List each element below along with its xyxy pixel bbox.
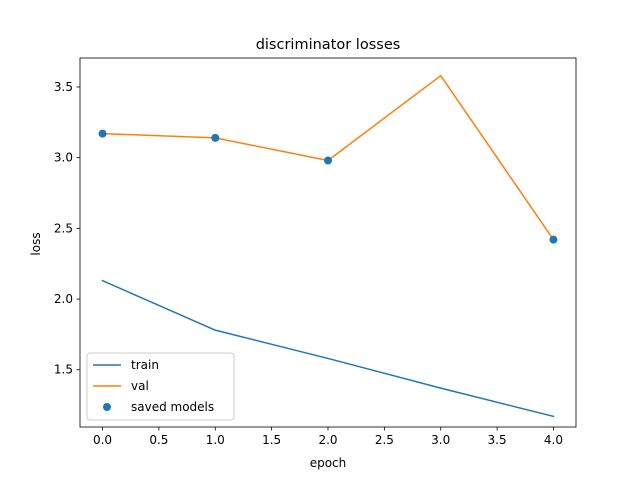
y-tick-label-4: 3.5 bbox=[54, 80, 73, 94]
y-tick-label-0: 1.5 bbox=[54, 363, 73, 377]
saved-model-point-0 bbox=[98, 129, 107, 138]
legend-swatch-saved-models bbox=[103, 403, 111, 411]
plot-area: 0.0 0.5 1.0 1.5 2.0 2.5 3.0 3.5 4.0 1.5 2.0 2.5 3.0 3… bbox=[54, 57, 577, 447]
x-tick-label-6: 3.0 bbox=[431, 433, 450, 447]
chart-title: discriminator losses bbox=[256, 37, 401, 53]
x-tick-label-1: 0.5 bbox=[149, 433, 168, 447]
saved-model-point-2 bbox=[324, 156, 332, 165]
x-tick-label-3: 1.5 bbox=[262, 433, 281, 447]
y-tick-label-3: 3.0 bbox=[54, 151, 73, 165]
y-tick-label-1: 2.0 bbox=[54, 292, 73, 306]
legend-box bbox=[86, 352, 235, 421]
legend: train val saved models bbox=[86, 352, 235, 421]
legend-label-train: train bbox=[131, 358, 159, 372]
series-line-train bbox=[101, 279, 555, 418]
y-tick-label-2: 2.5 bbox=[54, 221, 73, 235]
legend-label-val: val bbox=[131, 379, 149, 393]
x-tick-label-0: 0.0 bbox=[93, 433, 112, 447]
y-axis-title: loss bbox=[29, 232, 43, 255]
x-tick-label-5: 2.5 bbox=[375, 433, 394, 447]
saved-model-point-3 bbox=[549, 235, 558, 244]
x-axis-title: epoch bbox=[310, 456, 347, 470]
saved-model-point-1 bbox=[211, 133, 220, 142]
legend-label-saved-models: saved models bbox=[131, 400, 214, 414]
x-tick-label-4: 2.0 bbox=[318, 433, 337, 447]
x-tick-label-8: 4.0 bbox=[544, 433, 563, 447]
x-tick-label-7: 3.5 bbox=[488, 433, 507, 447]
x-tick-label-2: 1.0 bbox=[206, 433, 225, 447]
